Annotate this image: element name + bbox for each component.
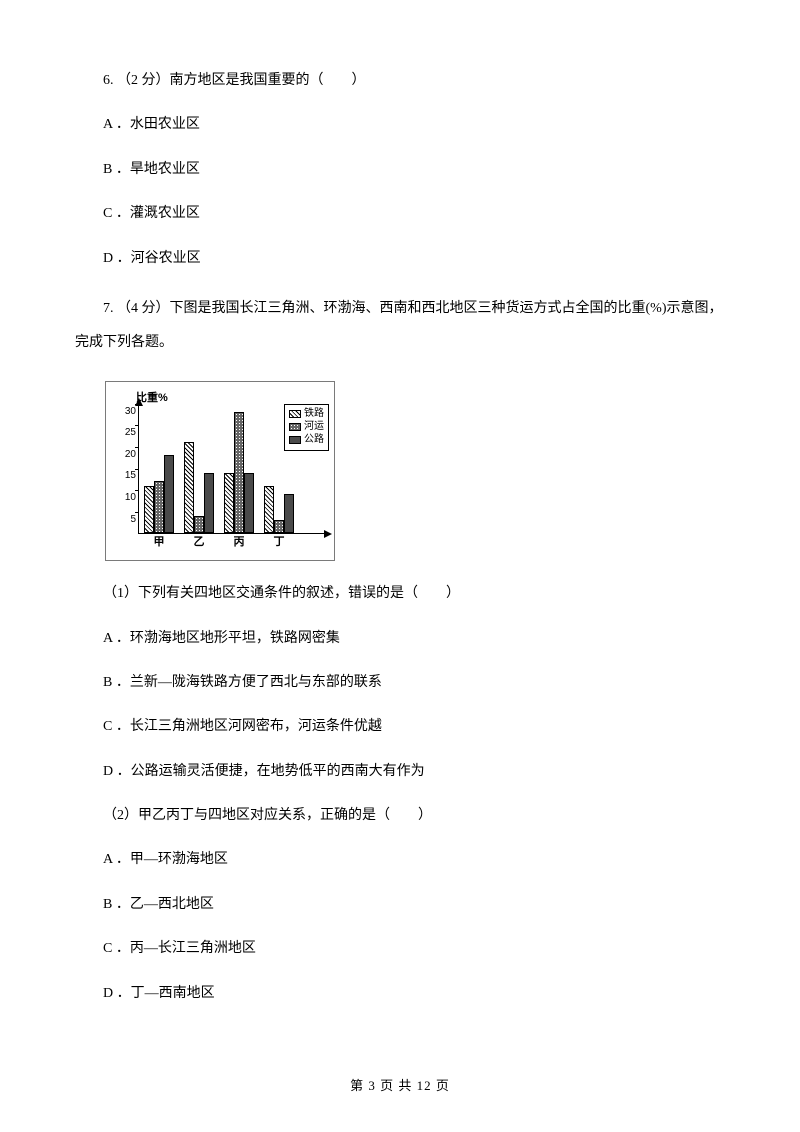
q7-sub1-option-b: B ．兰新—陇海铁路方便了西北与东部的联系 bbox=[75, 672, 725, 694]
q6-option-a: A ．水田农业区 bbox=[75, 114, 725, 136]
y-tick-10: 10 bbox=[116, 490, 136, 506]
legend-row-rail: 铁路 bbox=[289, 408, 324, 420]
x-label-jia: 甲 bbox=[144, 534, 174, 552]
bar-chart: 比重% 30 25 20 15 10 5 甲 乙 丙 丁 bbox=[105, 381, 335, 561]
legend-swatch-river-icon bbox=[289, 423, 301, 431]
q7-sub1-option-a: A ．环渤海地区地形平坦，铁路网密集 bbox=[75, 628, 725, 650]
bar-yi-road bbox=[204, 473, 214, 533]
bar-ding-rail bbox=[264, 486, 274, 533]
q7-sub2-option-d: D ．丁—西南地区 bbox=[75, 983, 725, 1005]
y-tick-5: 5 bbox=[116, 512, 136, 528]
q7-sub1-option-d: D ．公路运输灵活便捷，在地势低平的西南大有作为 bbox=[75, 761, 725, 783]
q6-option-c: C ．灌溉农业区 bbox=[75, 203, 725, 225]
q7-sub2-option-c: C ．丙—长江三角洲地区 bbox=[75, 938, 725, 960]
legend-swatch-road-icon bbox=[289, 436, 301, 444]
bar-ding-road bbox=[284, 494, 294, 533]
q7-sub2-option-b: B ．乙—西北地区 bbox=[75, 894, 725, 916]
legend-swatch-rail-icon bbox=[289, 410, 301, 418]
q6-prompt: 6. （2 分）南方地区是我国重要的（ ） bbox=[75, 70, 725, 92]
q6-option-b: B ．旱地农业区 bbox=[75, 159, 725, 181]
y-tick-30: 30 bbox=[116, 404, 136, 420]
q7-sub1-option-c: C ．长江三角洲地区河网密布，河运条件优越 bbox=[75, 716, 725, 738]
q7-sub2-option-a: A ．甲—环渤海地区 bbox=[75, 849, 725, 871]
x-label-bing: 丙 bbox=[224, 534, 254, 552]
bar-ding-river bbox=[274, 520, 284, 533]
chart-legend: 铁路 河运 公路 bbox=[284, 404, 329, 451]
bar-jia-rail bbox=[144, 486, 154, 533]
q6-option-d: D ．河谷农业区 bbox=[75, 248, 725, 270]
legend-label-rail: 铁路 bbox=[304, 408, 324, 420]
legend-row-road: 公路 bbox=[289, 434, 324, 446]
x-label-ding: 丁 bbox=[264, 534, 294, 552]
page-footer: 第 3 页 共 12 页 bbox=[0, 1076, 800, 1097]
legend-label-road: 公路 bbox=[304, 434, 324, 446]
q7-sub1-prompt: （1）下列有关四地区交通条件的叙述，错误的是（ ） bbox=[75, 583, 725, 605]
x-label-yi: 乙 bbox=[184, 534, 214, 552]
q7-sub2-prompt: （2）甲乙丙丁与四地区对应关系，正确的是（ ） bbox=[75, 805, 725, 827]
y-tick-15: 15 bbox=[116, 468, 136, 484]
bar-bing-road bbox=[244, 473, 254, 533]
y-tick-20: 20 bbox=[116, 447, 136, 463]
bar-jia-river bbox=[154, 481, 164, 533]
bar-jia-road bbox=[164, 455, 174, 533]
bar-yi-river bbox=[194, 516, 204, 533]
q7-prompt: 7. （4 分）下图是我国长江三角洲、环渤海、西南和西北地区三种货运方式占全国的… bbox=[75, 292, 725, 359]
bar-bing-rail bbox=[224, 473, 234, 533]
legend-label-river: 河运 bbox=[304, 421, 324, 433]
bar-yi-rail bbox=[184, 442, 194, 533]
legend-row-river: 河运 bbox=[289, 421, 324, 433]
bar-bing-river bbox=[234, 412, 244, 533]
y-tick-25: 25 bbox=[116, 425, 136, 441]
